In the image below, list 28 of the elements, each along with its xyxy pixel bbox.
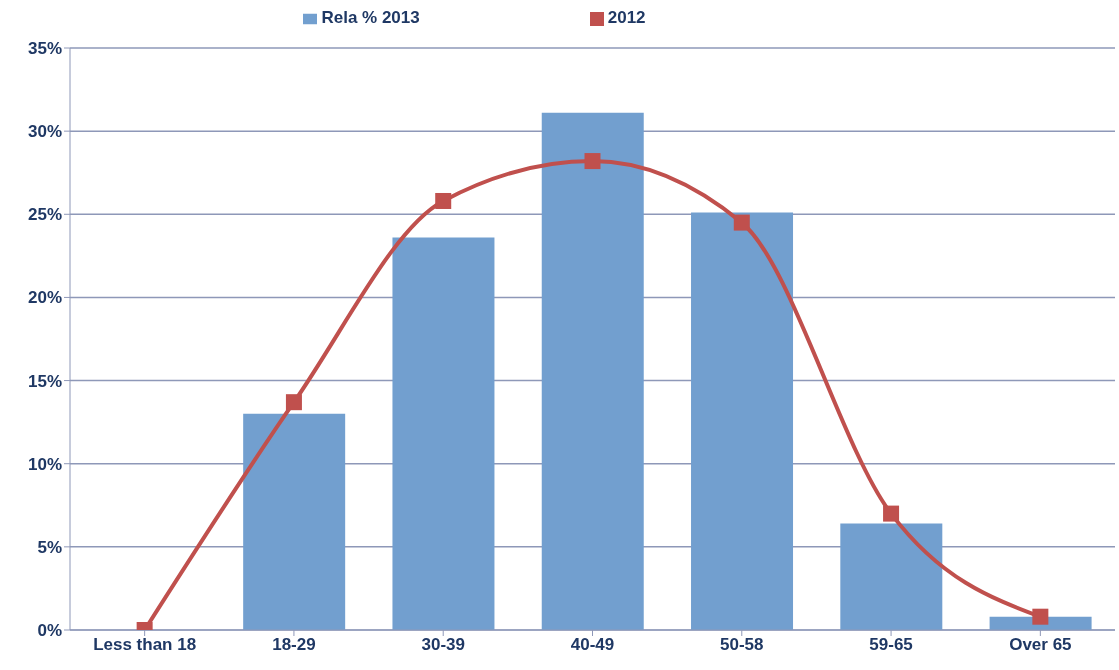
y-tick-label: 5% (37, 537, 62, 557)
legend-label: 2012 (607, 8, 646, 27)
y-tick-label: 30% (27, 122, 62, 142)
bar (541, 112, 644, 630)
x-tick-label: Less than 18 (93, 635, 197, 655)
y-tick-label: 20% (27, 288, 62, 308)
x-tick-label: 50-58 (720, 635, 764, 655)
y-tick-label: 35% (27, 39, 62, 59)
point (733, 214, 750, 231)
point (1032, 608, 1049, 625)
point (285, 394, 302, 411)
y-tick-label: 0% (37, 621, 62, 641)
bar (691, 212, 794, 630)
legend-label: Rela % 2013 (321, 8, 420, 27)
bar (243, 413, 346, 630)
x-tick-label: 18-29 (272, 635, 316, 655)
point (435, 192, 452, 209)
x-tick-label: 30-39 (421, 635, 465, 655)
bar (392, 237, 495, 630)
x-tick-label: 59-65 (869, 635, 913, 655)
point (883, 505, 900, 522)
y-tick-label: 10% (27, 454, 62, 474)
point (584, 153, 601, 170)
x-tick-label: 40-49 (570, 635, 615, 655)
y-tick-label: 25% (27, 205, 62, 225)
bar (840, 523, 943, 630)
y-tick-label: 15% (27, 371, 62, 391)
x-tick-label: Over 65 (1009, 635, 1072, 655)
